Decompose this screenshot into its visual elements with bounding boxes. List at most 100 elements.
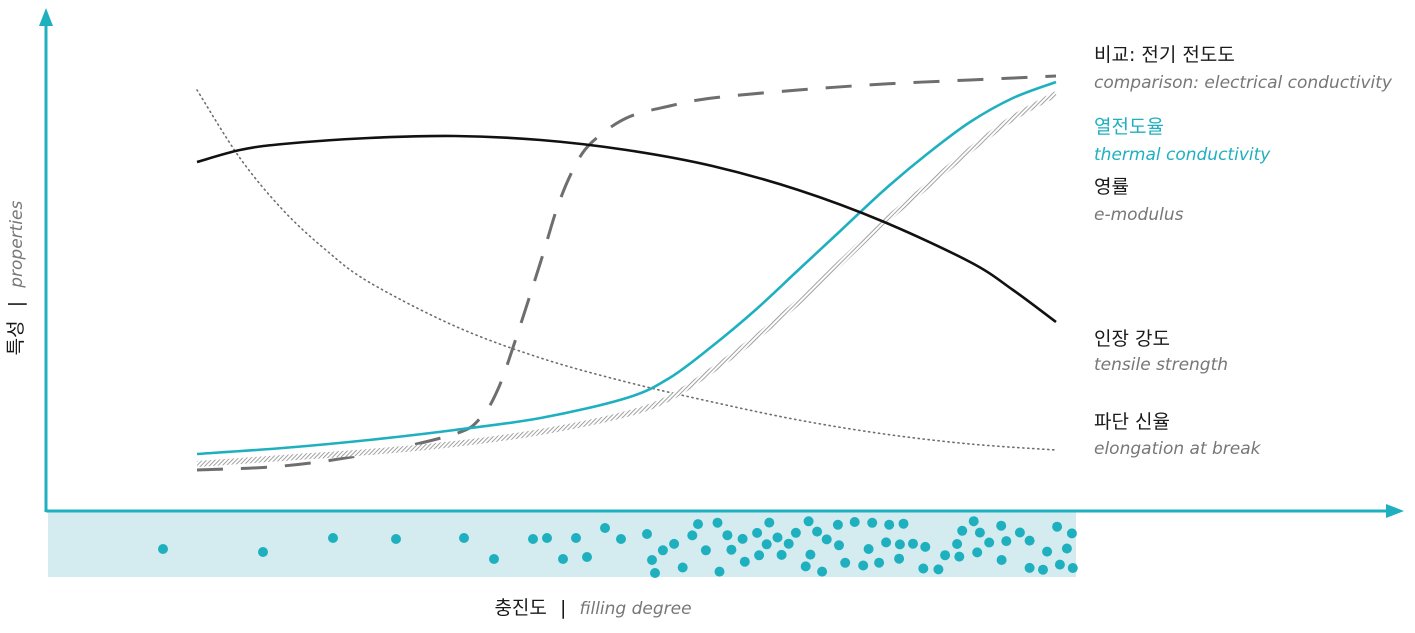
filler-dot xyxy=(812,526,823,537)
filler-dot xyxy=(968,516,979,527)
legend-elongation-en: elongation at break xyxy=(1094,439,1262,459)
filler-dot xyxy=(834,540,844,551)
legend-electrical-en: comparison: electrical conductivity xyxy=(1094,73,1393,93)
legend-elongation-ko: 파단 신율 xyxy=(1094,411,1170,433)
filler-dot xyxy=(714,566,725,577)
filler-dot xyxy=(972,547,983,558)
filler-dot xyxy=(1054,559,1065,570)
legend-emodulus-ko: 영률 xyxy=(1094,176,1129,198)
filler-dot xyxy=(772,532,783,543)
filler-dot xyxy=(984,537,995,548)
filler-dot xyxy=(677,562,688,573)
filler-dot xyxy=(1067,563,1078,573)
filler-dot xyxy=(908,538,918,549)
legend-emodulus-en: e-modulus xyxy=(1094,205,1184,225)
filler-dot xyxy=(821,534,832,545)
filler-dot xyxy=(528,534,538,544)
filler-dot xyxy=(647,555,657,565)
filler-dot xyxy=(832,519,843,530)
legend-thermal-en: thermal conductivity xyxy=(1094,145,1271,165)
filler-dot xyxy=(1061,543,1072,554)
filler-dot xyxy=(894,539,905,550)
filler-dot xyxy=(920,541,931,552)
filler-dot xyxy=(542,533,552,543)
filler-dot xyxy=(687,530,698,541)
filler-dot xyxy=(489,554,499,564)
y-axis-arrow xyxy=(39,8,53,26)
filler-dot xyxy=(722,530,733,541)
filler-dot xyxy=(657,545,668,556)
filler-dot xyxy=(582,552,592,562)
x-axis-label-sep: | xyxy=(560,597,566,619)
filler-dot xyxy=(817,566,828,577)
filler-dots xyxy=(158,516,1078,578)
filler-dot xyxy=(863,544,874,554)
x-axis-arrow xyxy=(1386,504,1404,518)
filler-dot xyxy=(790,527,801,538)
filler-dot xyxy=(700,545,711,556)
filler-dot xyxy=(739,556,750,567)
y-axis-label-en: properties xyxy=(7,201,27,289)
filler-dot xyxy=(459,533,469,543)
filler-dot xyxy=(158,544,168,554)
filler-dot xyxy=(1024,562,1035,573)
filler-dot xyxy=(840,557,851,568)
filler-dot xyxy=(881,537,892,548)
filler-dot xyxy=(996,520,1007,531)
filler-dot xyxy=(712,517,723,528)
legend-electrical-ko: 비교: 전기 전도도 xyxy=(1094,44,1235,66)
filler-dot xyxy=(391,534,401,544)
filler-dot xyxy=(803,516,814,527)
y-axis-label-ko: 특성 xyxy=(5,320,27,355)
x-axis-label: 충진도 | filling degree xyxy=(494,597,691,619)
filler-dot xyxy=(761,539,772,550)
filler-dot xyxy=(754,550,765,561)
legend-tensile-ko: 인장 강도 xyxy=(1094,328,1170,350)
filler-dot xyxy=(933,564,944,575)
filler-dot xyxy=(957,525,968,536)
filler-dot xyxy=(954,551,965,562)
filler-dot xyxy=(571,533,581,543)
filler-dot xyxy=(952,539,963,549)
filler-dot xyxy=(776,549,787,560)
filler-dot xyxy=(918,563,929,574)
filler-dot xyxy=(1001,536,1012,547)
filler-dot xyxy=(650,568,660,578)
series-line-emodulus xyxy=(196,91,1058,467)
legend-tensile-en: tensile strength xyxy=(1094,355,1228,375)
filler-dot xyxy=(884,519,895,530)
filler-dot xyxy=(1024,535,1035,546)
filler-dot xyxy=(898,518,909,529)
filler-dot xyxy=(752,527,763,538)
x-axis-label-ko: 충진도 xyxy=(494,597,546,619)
filler-dot xyxy=(996,555,1007,565)
filler-dot xyxy=(669,538,680,549)
filler-dot xyxy=(894,553,905,564)
filler-dot xyxy=(558,554,568,564)
filler-dot xyxy=(328,533,338,543)
filler-dot xyxy=(849,517,860,527)
filler-dot xyxy=(805,549,816,560)
filler-dot xyxy=(867,517,878,528)
series-line-elongation xyxy=(196,89,1057,451)
filler-dot xyxy=(940,550,951,561)
filler-dot xyxy=(974,527,985,538)
filler-dot xyxy=(800,561,811,572)
filler-dot xyxy=(616,534,626,544)
legend: 비교: 전기 전도도 comparison: electrical conduc… xyxy=(1094,44,1393,459)
filler-dot xyxy=(258,547,268,557)
series-line-tensile xyxy=(196,134,1057,324)
filler-dot xyxy=(726,544,737,555)
filler-dot xyxy=(737,533,748,544)
filler-dot xyxy=(858,560,869,571)
series-line-thermal xyxy=(196,80,1057,456)
x-axis-label-en: filling degree xyxy=(579,599,691,619)
legend-thermal-ko: 열전도율 xyxy=(1094,116,1164,138)
series-group xyxy=(196,74,1058,472)
filler-dot xyxy=(1042,546,1053,557)
series-line-electrical xyxy=(196,74,1057,472)
filler-dot xyxy=(874,557,885,568)
filler-dot xyxy=(783,538,794,549)
filler-dot xyxy=(1066,528,1077,539)
filler-dot xyxy=(764,517,775,528)
